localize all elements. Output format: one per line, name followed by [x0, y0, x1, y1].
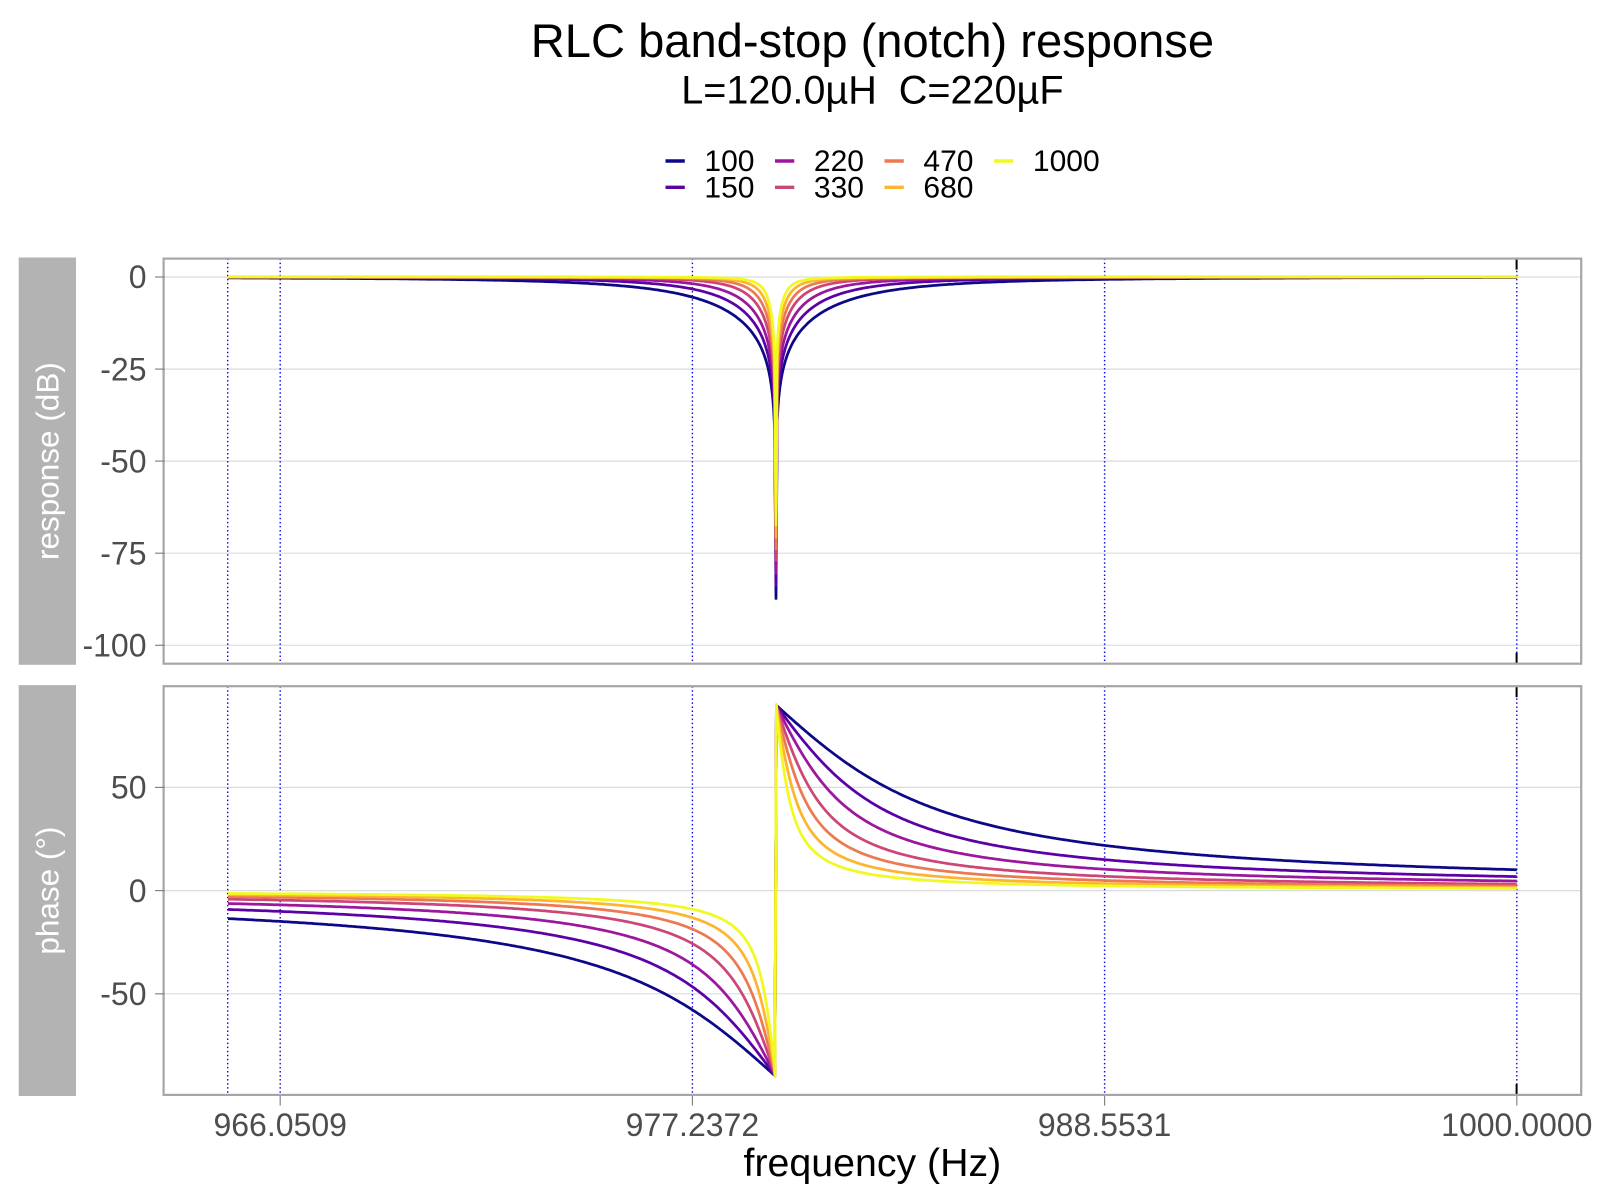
svg-text:L=120.0µH C=220µF: L=120.0µH C=220µF [681, 69, 1063, 113]
svg-text:988.5531: 988.5531 [1038, 1107, 1171, 1143]
svg-text:frequency (Hz): frequency (Hz) [744, 1141, 1002, 1185]
svg-text:0: 0 [129, 259, 147, 295]
svg-text:-100: -100 [82, 628, 146, 664]
svg-text:680: 680 [923, 171, 973, 204]
svg-text:phase (°): phase (°) [30, 827, 66, 955]
svg-text:0: 0 [129, 873, 147, 909]
svg-text:RLC band-stop (notch) response: RLC band-stop (notch) response [531, 14, 1214, 67]
svg-text:-25: -25 [100, 351, 146, 387]
svg-text:response (dB): response (dB) [30, 362, 66, 560]
svg-text:1000.0000: 1000.0000 [1441, 1107, 1592, 1143]
svg-text:-50: -50 [100, 443, 146, 479]
svg-text:1000: 1000 [1033, 145, 1100, 178]
svg-text:977.2372: 977.2372 [626, 1107, 759, 1143]
svg-text:330: 330 [814, 171, 864, 204]
svg-text:150: 150 [704, 171, 754, 204]
svg-text:100: 100 [704, 145, 754, 178]
svg-text:-50: -50 [100, 976, 146, 1012]
svg-text:50: 50 [111, 770, 147, 806]
svg-text:-75: -75 [100, 535, 146, 571]
svg-text:470: 470 [923, 145, 973, 178]
svg-text:220: 220 [814, 145, 864, 178]
svg-text:966.0509: 966.0509 [213, 1107, 346, 1143]
